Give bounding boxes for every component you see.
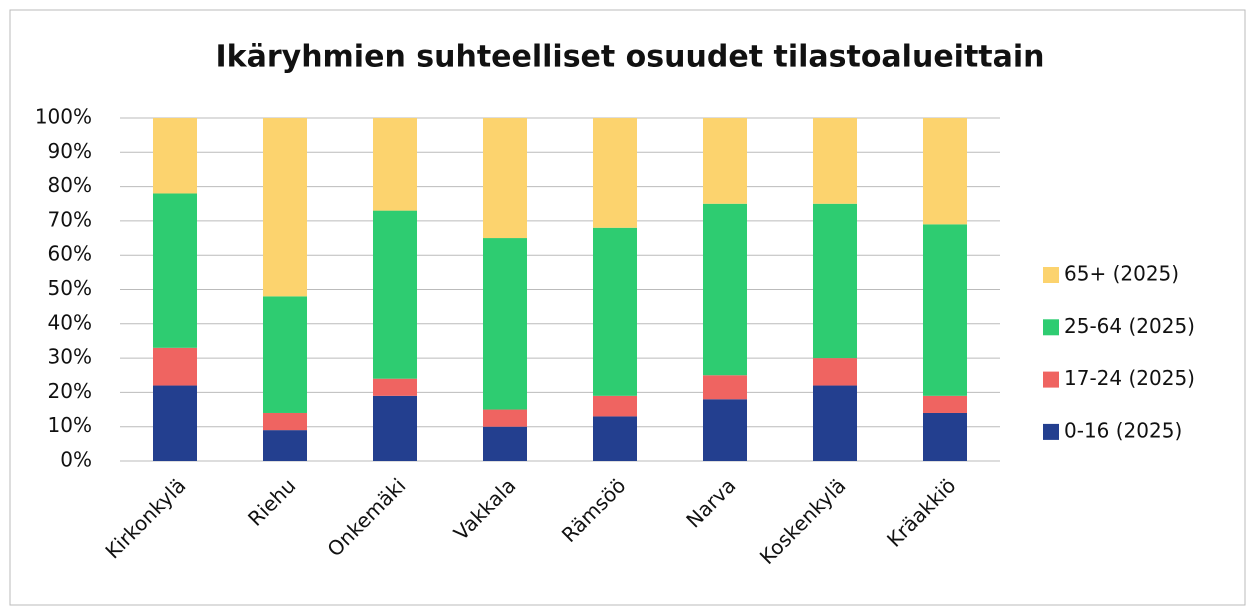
bar-segment — [373, 118, 417, 211]
bar-segment — [483, 409, 527, 427]
y-tick-label: 30% — [48, 345, 92, 369]
bar-segment — [373, 395, 417, 461]
legend-swatch — [1043, 371, 1059, 388]
bar-segment — [483, 118, 527, 239]
legend-swatch — [1043, 267, 1059, 283]
bar-segment — [373, 210, 417, 379]
bar-segment — [703, 375, 747, 400]
legend-label: 0-16 (2025) — [1064, 418, 1182, 442]
bar-segment — [263, 412, 307, 431]
bar-segment — [813, 385, 857, 461]
bar-segment — [153, 118, 197, 194]
y-tick-label: 100% — [35, 105, 92, 129]
bar-segment — [483, 238, 527, 410]
bar-segment — [593, 395, 637, 417]
bar-segment — [153, 347, 197, 386]
bar-segment — [263, 118, 307, 297]
y-tick-label: 50% — [48, 276, 92, 300]
chart-title: Ikäryhmien suhteelliset osuudet tilastoa… — [215, 40, 1044, 75]
bar-segment — [923, 395, 967, 413]
bar-segment — [593, 416, 637, 461]
bar-segment — [593, 118, 637, 228]
bar-segment — [263, 430, 307, 461]
bar-segment — [813, 358, 857, 386]
y-tick-label: 10% — [48, 413, 92, 437]
bar-segment — [593, 227, 637, 396]
legend-swatch — [1043, 423, 1059, 440]
bar-segment — [703, 399, 747, 461]
y-tick-label: 20% — [48, 379, 92, 403]
y-tick-label: 40% — [48, 310, 92, 334]
bar-segment — [703, 203, 747, 376]
bar-segment — [263, 296, 307, 413]
legend-swatch — [1043, 319, 1059, 336]
legend-label: 25-64 (2025) — [1064, 314, 1195, 338]
y-tick-label: 0% — [60, 448, 92, 472]
legend-label: 65+ (2025) — [1064, 262, 1179, 286]
bar-segment — [813, 203, 857, 359]
bar-segment — [923, 118, 967, 225]
y-tick-label: 60% — [48, 242, 92, 266]
bar-segment — [923, 224, 967, 396]
bar-segment — [373, 378, 417, 396]
bar-segment — [703, 118, 747, 204]
y-tick-label: 70% — [48, 207, 92, 231]
y-tick-label: 90% — [48, 139, 92, 163]
bar-segment — [923, 412, 967, 461]
y-tick-label: 80% — [48, 173, 92, 197]
bar-segment — [813, 118, 857, 204]
bar-segment — [153, 385, 197, 461]
bar-segment — [153, 193, 197, 348]
bar-segment — [483, 426, 527, 461]
legend-label: 17-24 (2025) — [1064, 366, 1195, 390]
